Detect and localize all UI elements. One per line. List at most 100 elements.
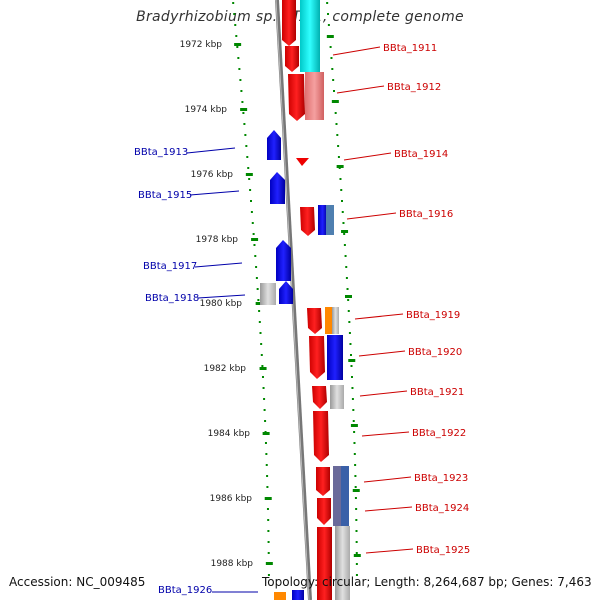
leader-line [364,506,413,512]
track-dot [264,442,267,444]
gene-bbta-1915[interactable] [270,172,285,204]
track-dot [266,508,269,510]
track-dot [345,266,348,268]
leader-line [332,46,381,56]
track-dot [265,464,268,466]
track-dot [241,101,244,103]
gene-label-bbta-1919[interactable]: BBta_1919 [406,310,460,321]
gene-label-bbta-1918[interactable]: BBta_1918 [145,293,199,304]
gene-bbta-1916[interactable] [300,207,315,236]
tick-label: 1972 kbp [180,40,223,50]
gene-bbta-1911[interactable] [282,0,296,46]
gene-bbta-1922[interactable] [313,411,329,462]
gene-label-bbta-1917[interactable]: BBta_1917 [143,261,197,272]
track-dot [354,475,357,477]
kbp-tick [251,238,259,241]
gene-label-bbta-1916[interactable]: BBta_1916 [399,209,453,220]
gene-bbta-1918[interactable] [279,281,293,304]
minor-tick [336,165,344,168]
gene-bbta-1923[interactable] [316,467,330,496]
track-dot [332,79,335,81]
gene-label-bbta-1915[interactable]: BBta_1915 [138,190,192,201]
gene-bbta-1911b[interactable] [285,46,299,72]
leader-line [365,548,414,554]
pink-feature [305,72,324,120]
leader-line [189,190,240,196]
gene-bbta-1921[interactable] [312,386,327,409]
track-dot [352,420,355,422]
leader-line [336,85,385,94]
gene-bbta-1919[interactable] [307,308,322,334]
track-dot [355,552,358,554]
gene-label-bbta-1925[interactable]: BBta_1925 [416,545,470,556]
track-dot [349,343,352,345]
track-dot [351,387,354,389]
gene-labels-left: BBta_1913 BBta_1915 BBta_1917 BBta_1918 [134,147,199,304]
gene-bbta-1912[interactable] [288,74,305,121]
track-dot [267,552,270,554]
track-dot [267,563,270,565]
gene-bbta-1925[interactable] [317,527,332,600]
track-dot [254,255,257,257]
track-dot [347,299,350,301]
track-dot [243,123,246,125]
track-dot [331,68,334,70]
track-dot [327,13,330,15]
track-dot [256,288,259,290]
feature-bars [274,0,350,600]
gene-label-bbta-1923[interactable]: BBta_1923 [414,473,468,484]
track-dot [350,376,353,378]
track-dot [344,255,347,257]
cyan-feature [300,0,320,72]
leader-line [197,294,246,299]
tick-label: 1978 kbp [196,235,239,245]
gene-label-bbta-1924[interactable]: BBta_1924 [415,503,469,514]
minor-tick [344,295,352,298]
tick-label: 1984 kbp [208,429,251,439]
minor-tick [326,35,334,38]
gene-bbta-1920[interactable] [309,336,325,379]
track-dot [355,530,358,532]
label-leader-lines [186,46,414,593]
gene-bbta-1914[interactable] [296,158,309,166]
track-dot [352,409,355,411]
gene-bbta-1917[interactable] [276,240,291,281]
leader-line [361,431,410,437]
track-dot [260,343,263,345]
orange-feature [325,307,333,334]
track-dot [355,574,358,576]
gene-bbta-1924[interactable] [317,498,331,525]
track-dot [253,244,256,246]
track-dot [252,233,255,235]
gene-label-bbta-1911[interactable]: BBta_1911 [383,43,437,54]
track-dot [327,24,330,26]
gene-label-bbta-1912[interactable]: BBta_1912 [387,82,441,93]
gene-label-bbta-1920[interactable]: BBta_1920 [408,347,462,358]
track-dot [262,387,265,389]
track-dot [235,35,238,37]
gene-label-bbta-1914[interactable]: BBta_1914 [394,149,448,160]
track-dot [233,13,236,15]
gene-label-bbta-1921[interactable]: BBta_1921 [410,387,464,398]
track-dot [258,321,261,323]
track-dot [345,277,348,279]
track-dot [354,497,357,499]
track-dot [353,431,356,433]
track-dot [240,90,243,92]
track-dot [355,541,358,543]
gene-label-bbta-1926[interactable]: BBta_1926 [158,585,213,596]
gene-label-bbta-1913[interactable]: BBta_1913 [134,147,188,158]
leader-line [343,152,392,161]
kbp-tick [240,108,248,111]
track-dot [336,134,339,136]
tick-label: 1986 kbp [210,494,253,504]
kbp-tick [234,43,242,46]
reverse-strand-genes [260,130,293,305]
track-dot [247,167,250,169]
gene-bbta-1913[interactable] [267,130,281,160]
track-dot [267,541,270,543]
tick-labels: 1972 kbp 1974 kbp 1976 kbp 1978 kbp 1980… [180,40,254,569]
track-dot [263,398,266,400]
gene-label-bbta-1922[interactable]: BBta_1922 [412,428,466,439]
track-dot [266,475,269,477]
